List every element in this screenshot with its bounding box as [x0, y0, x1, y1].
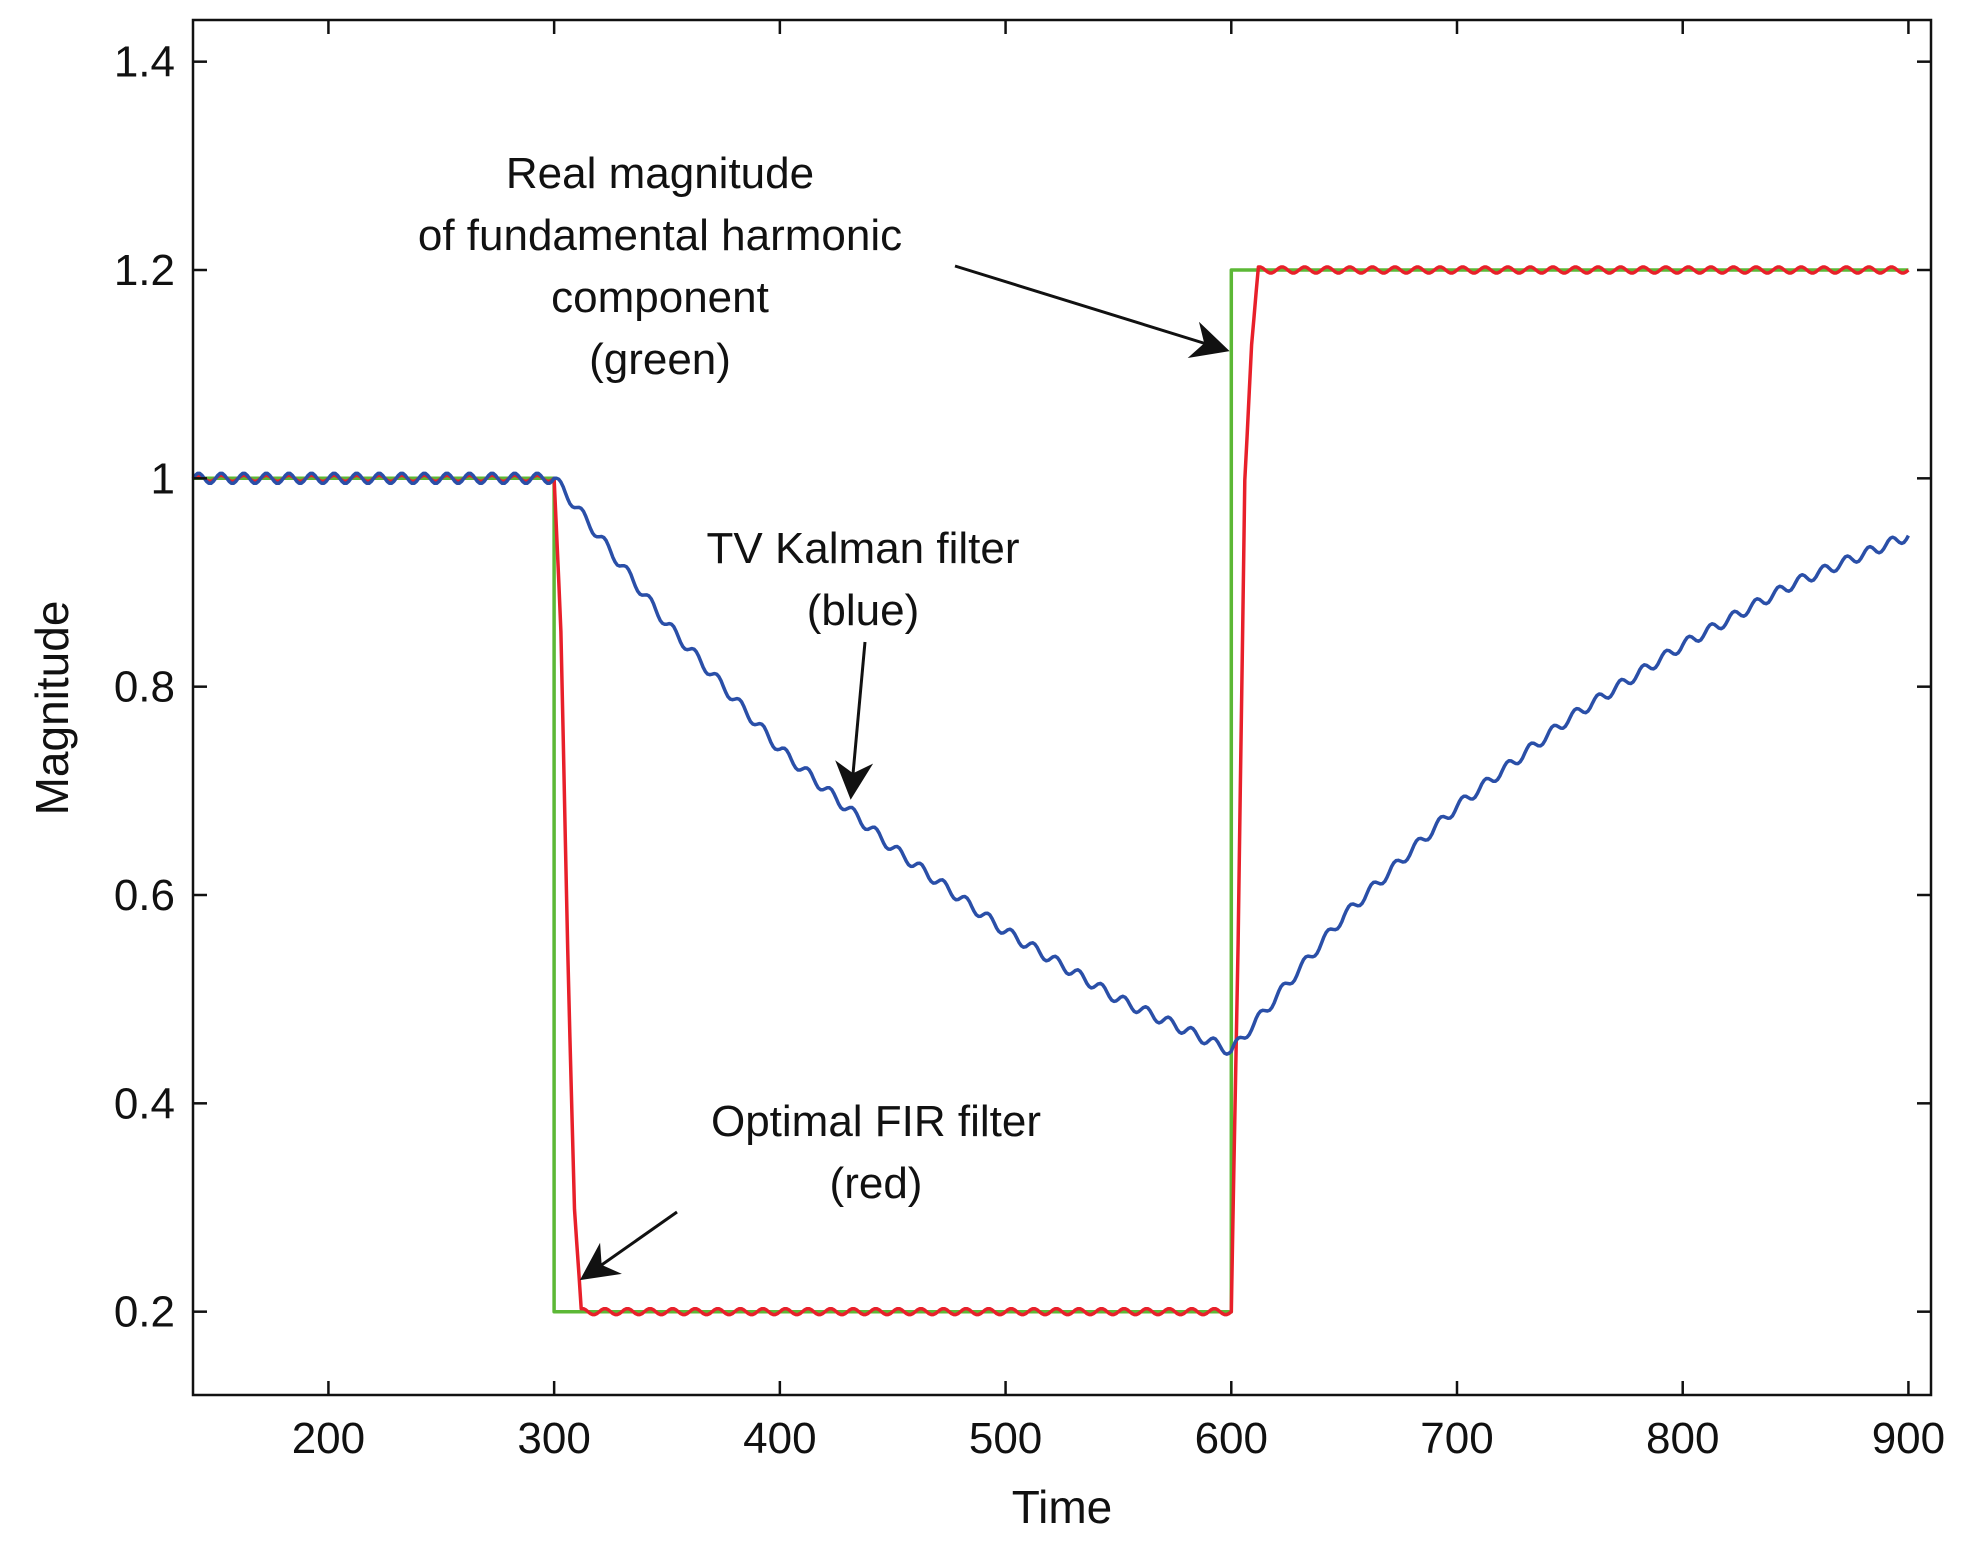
y-axis-ticks: 0.2 0.4 0.6 0.8 1 1.2 1.4	[114, 38, 1931, 1337]
y-tick-label: 1	[151, 454, 175, 503]
annotation-blue-line-1: TV Kalman filter	[707, 524, 1020, 573]
annotation-blue: TV Kalman filter (blue)	[707, 524, 1020, 800]
annotation-blue-arrow	[835, 641, 874, 800]
x-tick-label: 400	[743, 1414, 816, 1463]
y-tick-label: 0.6	[114, 871, 175, 920]
x-tick-label: 500	[969, 1414, 1042, 1463]
plot-frame	[191, 18, 1933, 1397]
series-layer	[191, 265, 1910, 1317]
x-tick-label: 900	[1872, 1414, 1945, 1463]
x-axis-title: Time	[1012, 1481, 1113, 1533]
series-line-green	[193, 268, 1909, 1314]
annotation-green-line-1: Real magnitude	[506, 149, 814, 198]
y-axis-title: Magnitude	[26, 601, 78, 816]
series-line-blue	[191, 471, 1910, 1056]
annotation-green-line-4: (green)	[589, 335, 731, 384]
y-tick-label: 0.4	[114, 1079, 175, 1128]
series-line-red	[191, 265, 1910, 1317]
x-tick-label: 200	[292, 1414, 365, 1463]
x-tick-label: 800	[1646, 1414, 1719, 1463]
annotation-blue-line-2: (blue)	[807, 586, 920, 635]
annotation-green-arrow	[954, 264, 1230, 359]
x-tick-label: 700	[1420, 1414, 1493, 1463]
annotation-green-line-2: of fundamental harmonic	[418, 211, 902, 260]
annotation-red: Optimal FIR filter (red)	[579, 1097, 1041, 1281]
x-tick-label: 300	[517, 1414, 590, 1463]
annotation-red-line-2: (red)	[830, 1159, 923, 1208]
annotation-green: Real magnitude of fundamental harmonic c…	[418, 149, 1230, 384]
y-tick-label: 1.4	[114, 38, 175, 87]
annotation-green-line-3: component	[551, 273, 769, 322]
y-tick-label: 1.2	[114, 246, 175, 295]
x-tick-label: 600	[1195, 1414, 1268, 1463]
x-axis-ticks: 200 300 400 500 600 700 800 900	[292, 20, 1945, 1463]
y-tick-label: 0.2	[114, 1288, 175, 1337]
annotation-red-line-1: Optimal FIR filter	[711, 1097, 1041, 1146]
annotation-red-arrow	[579, 1210, 678, 1281]
y-tick-label: 0.8	[114, 663, 175, 712]
